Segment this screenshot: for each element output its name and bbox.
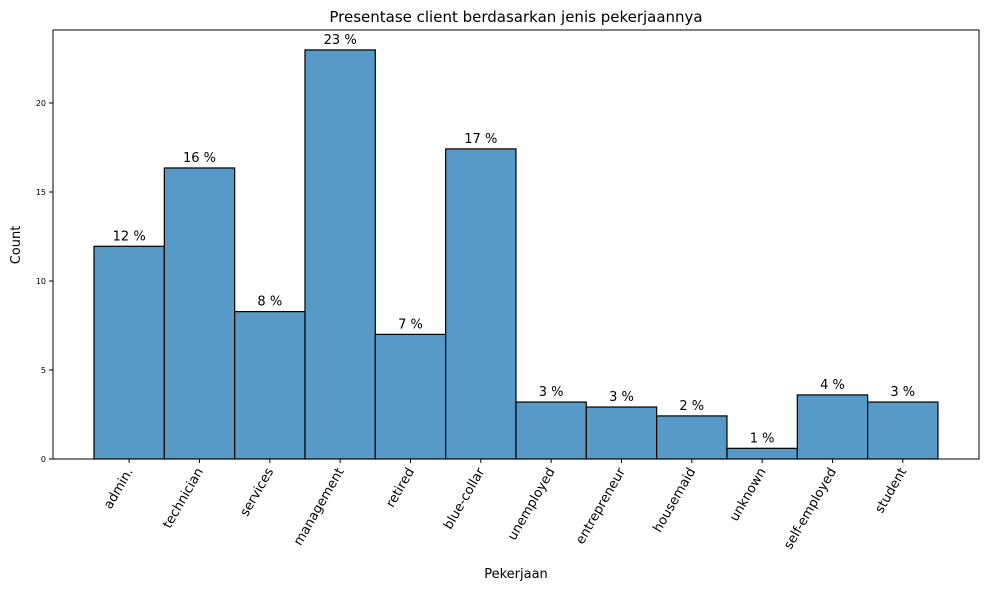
bar-value-label: 3 % — [539, 385, 564, 400]
bar-value-label: 12 % — [113, 229, 146, 244]
bar-retired — [374, 333, 447, 460]
bar-value-label: 3 % — [609, 390, 634, 405]
bar-value-label: 7 % — [398, 317, 423, 332]
x-tick-label: services — [238, 465, 278, 519]
y-axis-label: Count — [9, 226, 24, 265]
bars-group — [93, 49, 939, 460]
bar-management — [304, 49, 376, 460]
x-tick-label: self-employed — [781, 466, 840, 553]
bar-blue-collar — [445, 148, 517, 460]
x-axis: admin. technician services management retire… — [101, 459, 910, 552]
bar-value-label: 3 % — [890, 385, 915, 400]
bar-value-label: 1 % — [750, 431, 775, 446]
bar-value-label: 2 % — [679, 399, 704, 414]
bar-labels-group: 12 % 16 % 8 % 23 % 7 % 17 % 3 % 3 % 2 % 1 % 4 % 3 % — [113, 33, 916, 446]
bar-admin — [93, 245, 165, 460]
y-tick-label: 5 — [41, 366, 46, 375]
bar-unknown — [726, 447, 798, 460]
y-tick-label: 0 — [41, 455, 46, 464]
bar-value-label: 4 % — [820, 378, 845, 393]
bar-unemployed — [515, 401, 587, 460]
bar-technician — [163, 167, 236, 460]
x-axis-label: Pekerjaan — [484, 567, 548, 582]
x-tick-label: unknown — [727, 466, 770, 525]
x-tick-label: housemaid — [650, 466, 699, 536]
x-tick-label: unemployed — [505, 466, 558, 544]
bar-housemaid — [656, 415, 728, 460]
bar-value-label: 16 % — [183, 151, 216, 166]
x-tick-label: technician — [160, 466, 207, 532]
bar-entrepreneur — [585, 406, 658, 460]
plot-frame — [52, 29, 980, 460]
chart-title: Presentase client berdasarkan jenis peke… — [329, 8, 702, 26]
y-tick-label: 10 — [36, 277, 46, 286]
y-tick-label: 15 — [36, 188, 46, 197]
x-tick-label: management — [291, 466, 348, 549]
x-tick-label: student — [872, 466, 910, 517]
bar-value-label: 23 % — [324, 33, 357, 48]
bar-self-employed — [796, 394, 869, 460]
x-tick-label: admin. — [101, 466, 136, 512]
x-tick-label: blue-collar — [441, 465, 489, 532]
bar-value-label: 17 % — [464, 132, 497, 147]
bar-value-label: 8 % — [257, 295, 282, 310]
bar-services — [234, 311, 306, 460]
bar-student — [867, 401, 939, 460]
y-tick-label: 20 — [36, 99, 46, 108]
x-tick-label: retired — [383, 466, 418, 511]
x-tick-label: entrepreneur — [573, 465, 629, 547]
y-axis: 0 5 10 15 20 — [36, 99, 53, 464]
